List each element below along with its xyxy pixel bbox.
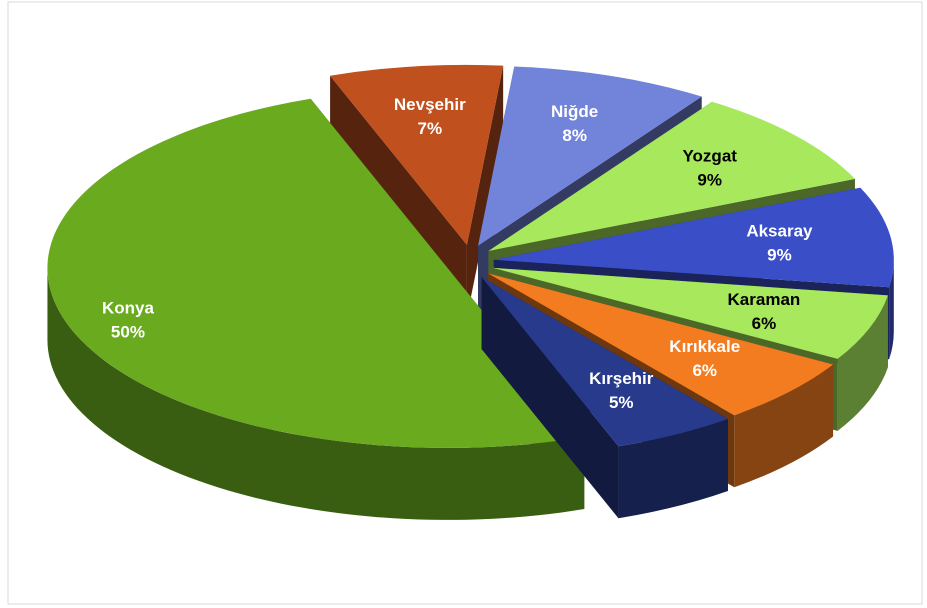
slice	[481, 277, 728, 447]
slice-label: Kırıkkale	[669, 337, 740, 356]
slice-side	[734, 364, 834, 488]
slice	[492, 267, 888, 359]
slice-wall	[466, 65, 504, 317]
slice-side	[618, 418, 728, 519]
slice-side	[47, 267, 585, 520]
slice-wall	[481, 277, 619, 519]
slice-value-label: 9%	[767, 246, 792, 265]
slice-value-label: 8%	[562, 126, 587, 145]
slice-label: Nevşehir	[394, 95, 466, 114]
slice	[488, 101, 855, 251]
slice-side	[889, 259, 894, 360]
slice-label: Aksaray	[746, 222, 813, 241]
slice	[330, 64, 504, 245]
slice-label: Niğde	[551, 102, 598, 121]
slice-value-label: 5%	[609, 393, 634, 412]
slice-side	[837, 295, 888, 431]
slice-value-label: 50%	[111, 323, 145, 342]
slice	[488, 273, 834, 416]
slice-value-label: 7%	[418, 119, 443, 138]
slice	[47, 98, 585, 448]
slice-value-label: 6%	[752, 314, 777, 333]
slice-label: Yozgat	[682, 146, 737, 165]
slice-label: Karaman	[728, 290, 801, 309]
slice	[478, 66, 702, 246]
slice	[493, 187, 894, 288]
slice-value-label: 9%	[697, 170, 722, 189]
slice-value-label: 6%	[692, 361, 717, 380]
slice-label: Konya	[102, 299, 155, 318]
slice-label: Kırşehir	[589, 369, 654, 388]
